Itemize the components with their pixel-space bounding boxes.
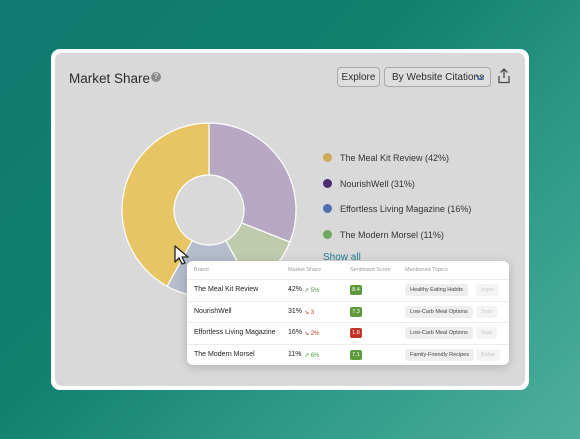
legend-dot	[323, 153, 332, 162]
donut-slice-2[interactable]	[208, 122, 297, 243]
trend-cell: ↗ 5%	[304, 287, 319, 294]
brand-table-popup: Brand Market Share Sentiment Score Mentione…	[187, 261, 509, 365]
column-header[interactable]: Market Share	[288, 267, 322, 273]
brand-cell: The Meal Kit Review	[194, 286, 259, 293]
legend-dot	[323, 204, 332, 213]
legend-label: NourishWell (31%)	[340, 178, 415, 189]
citations-dropdown-label: By Website Citations	[392, 72, 485, 83]
trend-value: 2%	[310, 331, 320, 337]
legend-label: Effortless Living Magazine (16%)	[340, 204, 472, 214]
trend-value: 6%	[310, 352, 320, 359]
legend-label: The Modern Morsel (11%)	[340, 229, 444, 240]
share-cell: 42%	[288, 286, 303, 293]
trend-cell: ↘ 2%	[304, 330, 319, 337]
trend-value: 3	[310, 309, 315, 316]
card-body: Market Share ? Explore By Website Citati…	[55, 53, 525, 386]
arrow-up-right-icon: ↗	[304, 352, 311, 359]
share-cell: 31%	[288, 307, 303, 315]
column-header[interactable]: Brand	[194, 267, 209, 273]
help-icon[interactable]: ?	[151, 72, 161, 82]
sentiment-badge: 1.8	[350, 328, 362, 338]
citations-dropdown[interactable]: By Website Citations	[384, 67, 491, 87]
topic-tag: Healthy Eating Habits	[405, 284, 468, 296]
donut-slice-1[interactable]	[121, 122, 210, 288]
legend-dot	[323, 178, 332, 188]
topic-tag-faded: Balan	[476, 348, 501, 361]
topic-tag: Low-Carb Meal Options	[405, 327, 473, 339]
brand-cell: Effortless Living Magazine	[194, 329, 276, 336]
column-header[interactable]: Mentioned Topics	[405, 267, 448, 273]
share-cell: 16%	[288, 329, 303, 336]
brand-cell: The Modern Morsel	[194, 350, 255, 358]
share-icon[interactable]	[497, 68, 511, 84]
table-row[interactable]: NourishWell 31% ↘ 3 7.3 Low-Carb Meal Option…	[187, 300, 509, 322]
legend-label: The Meal Kit Review (42%)	[340, 153, 450, 163]
legend-dot	[323, 229, 332, 239]
trend-cell: ↘ 3	[304, 309, 314, 316]
trend-value: 5%	[310, 288, 320, 294]
table-row[interactable]: The Modern Morsel 11% ↗ 6% 7.1 Family-Friend…	[187, 343, 509, 365]
explore-button[interactable]: Explore	[337, 67, 380, 87]
arrow-down-right-icon: ↘	[304, 309, 311, 316]
market-share-card: Market Share ? Explore By Website Citati…	[51, 49, 529, 390]
donut-chart	[121, 122, 297, 298]
brand-cell: NourishWell	[194, 307, 232, 315]
card-title: Market Share	[69, 71, 151, 86]
share-cell: 11%	[288, 350, 302, 358]
show-all-link[interactable]: Show all	[323, 252, 361, 263]
table-row[interactable]: Effortless Living Magazine 16% ↘ 2% 1.8 Low-…	[187, 322, 509, 343]
topic-tag-faded: Ingre	[476, 284, 499, 296]
sentiment-badge: 7.1	[350, 349, 362, 360]
sentiment-badge: 7.3	[350, 306, 362, 317]
arrow-up-right-icon: ↗	[304, 288, 311, 294]
sentiment-badge: 8.4	[350, 285, 362, 295]
topic-tag: Low-Carb Meal Options	[405, 305, 473, 318]
column-header[interactable]: Sentiment Score	[350, 267, 391, 273]
topic-tag-faded: Sust	[476, 327, 498, 339]
mouse-pointer-icon	[174, 245, 189, 265]
trend-cell: ↗ 6%	[304, 352, 319, 359]
arrow-down-right-icon: ↘	[304, 331, 311, 337]
topic-tag-faded: Sust	[476, 305, 498, 318]
topic-tag: Family-Friendly Recipes	[405, 348, 474, 361]
table-row[interactable]: The Meal Kit Review 42% ↗ 5% 8.4 Healthy Eat…	[187, 279, 509, 300]
